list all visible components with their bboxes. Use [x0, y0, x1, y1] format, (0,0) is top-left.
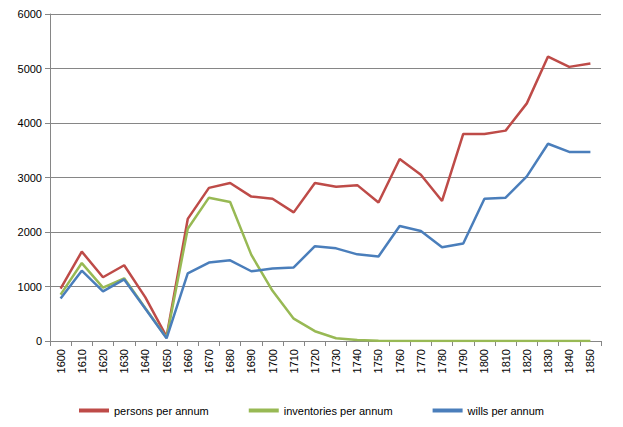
svg-text:1690: 1690 — [245, 349, 257, 373]
svg-text:1810: 1810 — [500, 349, 512, 373]
svg-text:inventories per annum: inventories per annum — [284, 405, 393, 417]
svg-text:1800: 1800 — [478, 349, 490, 373]
svg-text:wills per annum: wills per annum — [467, 405, 544, 417]
svg-text:1000: 1000 — [18, 281, 42, 293]
svg-text:1610: 1610 — [76, 349, 88, 373]
svg-text:1770: 1770 — [415, 349, 427, 373]
svg-text:1850: 1850 — [584, 349, 596, 373]
svg-text:1680: 1680 — [224, 349, 236, 373]
svg-text:1640: 1640 — [139, 349, 151, 373]
svg-text:1710: 1710 — [288, 349, 300, 373]
svg-text:persons per annum: persons per annum — [114, 405, 209, 417]
svg-text:4000: 4000 — [18, 117, 42, 129]
svg-text:1830: 1830 — [542, 349, 554, 373]
svg-text:1780: 1780 — [436, 349, 448, 373]
svg-text:6000: 6000 — [18, 8, 42, 20]
svg-text:1600: 1600 — [55, 349, 67, 373]
svg-text:3000: 3000 — [18, 172, 42, 184]
svg-text:5000: 5000 — [18, 63, 42, 75]
svg-text:1790: 1790 — [457, 349, 469, 373]
svg-text:1620: 1620 — [97, 349, 109, 373]
svg-text:1670: 1670 — [203, 349, 215, 373]
svg-text:1660: 1660 — [182, 349, 194, 373]
svg-text:1630: 1630 — [118, 349, 130, 373]
svg-text:1760: 1760 — [394, 349, 406, 373]
svg-text:2000: 2000 — [18, 226, 42, 238]
svg-text:1750: 1750 — [372, 349, 384, 373]
svg-text:1720: 1720 — [309, 349, 321, 373]
svg-text:0: 0 — [36, 335, 42, 347]
svg-text:1820: 1820 — [521, 349, 533, 373]
svg-text:1840: 1840 — [563, 349, 575, 373]
svg-text:1700: 1700 — [267, 349, 279, 373]
svg-text:1740: 1740 — [351, 349, 363, 373]
svg-text:1730: 1730 — [330, 349, 342, 373]
svg-text:1650: 1650 — [161, 349, 173, 373]
